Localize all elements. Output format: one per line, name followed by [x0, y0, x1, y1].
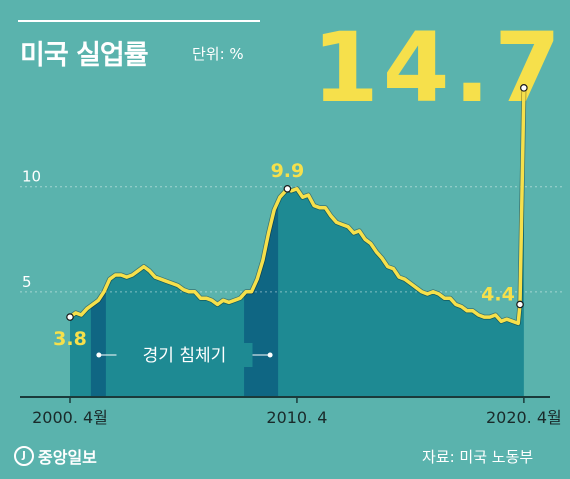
area-fill — [70, 87, 524, 398]
x-tick-label: 2020. 4월 — [486, 408, 562, 427]
source-note: 자료: 미국 노동부 — [422, 448, 534, 466]
series-line — [68, 87, 526, 326]
y-tick-label: 5 — [22, 273, 32, 291]
recession-connector-dot — [267, 352, 273, 358]
publisher-logo: J 중앙일보 — [14, 444, 97, 468]
recession-band — [90, 87, 106, 397]
logo-mark-icon: J — [14, 446, 34, 466]
recession-label: 경기 침체기 — [143, 346, 227, 366]
title-rule — [18, 20, 260, 22]
annotation-point — [66, 313, 74, 321]
headline-value: 14.7 — [312, 12, 565, 124]
annotation-label: 9.9 — [271, 160, 305, 182]
chart-title: 미국 실업률 — [20, 40, 149, 71]
annotation-point — [520, 84, 528, 92]
x-tick-label: 2010. 4 — [266, 408, 327, 427]
recession-connector-dot — [96, 352, 102, 358]
annotation-point — [283, 185, 292, 193]
y-tick-label: 10 — [22, 168, 41, 186]
annotation-label: 3.8 — [53, 328, 87, 350]
unit-label: 단위: % — [192, 45, 244, 63]
annotation-point — [516, 300, 524, 309]
recession-label-bg — [116, 343, 253, 367]
annotation-label: 4.4 — [481, 283, 515, 305]
logo-text: 중앙일보 — [38, 448, 97, 467]
x-tick-label: 2000. 4월 — [32, 408, 108, 427]
